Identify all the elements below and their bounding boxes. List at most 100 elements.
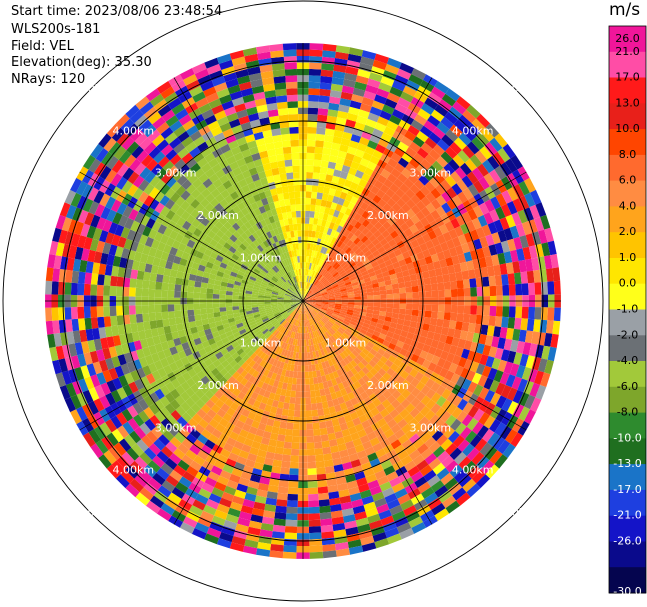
velocity-gate: [134, 114, 148, 128]
velocity-gate: [175, 385, 186, 396]
velocity-gate: [322, 247, 328, 255]
velocity-gate: [324, 413, 332, 422]
velocity-gate: [251, 152, 261, 162]
velocity-gate: [77, 235, 87, 249]
velocity-gate: [187, 309, 195, 317]
velocity-gate: [248, 375, 256, 384]
velocity-gate: [127, 171, 140, 185]
velocity-gate: [341, 302, 349, 305]
velocity-gate: [501, 274, 509, 286]
velocity-gate: [208, 433, 219, 444]
velocity-gate: [250, 202, 259, 211]
velocity-gate: [456, 96, 471, 110]
velocity-gate: [422, 170, 434, 182]
velocity-gate: [310, 285, 316, 292]
velocity-gate: [373, 363, 382, 372]
velocity-gate: [235, 523, 249, 534]
velocity-gate: [295, 326, 299, 333]
velocity-gate: [239, 328, 247, 335]
velocity-gate: [324, 128, 335, 137]
velocity-gate: [352, 417, 362, 427]
velocity-gate: [121, 451, 135, 466]
velocity-gate: [419, 350, 429, 360]
velocity-gate: [138, 119, 153, 133]
velocity-gate: [275, 407, 283, 416]
velocity-gate: [268, 155, 278, 163]
velocity-gate: [257, 422, 267, 431]
velocity-gate: [311, 364, 316, 372]
velocity-gate: [354, 293, 361, 297]
velocity-gate: [466, 260, 475, 271]
velocity-gate: [141, 288, 149, 297]
velocity-gate: [240, 224, 248, 233]
velocity-gate: [386, 394, 397, 404]
velocity-gate: [64, 397, 76, 413]
velocity-gate: [361, 246, 370, 254]
velocity-gate: [320, 341, 326, 349]
velocity-gate: [360, 302, 368, 307]
velocity-gate: [530, 397, 542, 413]
velocity-gate: [332, 195, 340, 204]
velocity-gate: [398, 313, 406, 320]
velocity-gate: [207, 278, 216, 285]
velocity-gate: [96, 349, 106, 362]
velocity-gate: [94, 203, 106, 218]
velocity-gate: [77, 353, 87, 367]
velocity-gate: [295, 243, 299, 250]
velocity-gate: [312, 224, 318, 232]
velocity-gate: [145, 217, 156, 229]
velocity-gate: [345, 283, 353, 289]
velocity-gate: [325, 241, 331, 249]
velocity-gate: [443, 163, 455, 176]
velocity-gate: [247, 411, 257, 421]
velocity-gate: [215, 399, 225, 409]
velocity-gate: [260, 326, 268, 333]
velocity-gate: [245, 290, 253, 295]
colorbar-tick-label: -13.0: [613, 457, 641, 470]
velocity-gate: [428, 149, 441, 161]
velocity-gate: [66, 331, 75, 345]
velocity-gate: [409, 273, 418, 281]
velocity-gate: [428, 457, 442, 470]
velocity-gate: [338, 489, 350, 498]
velocity-gate: [261, 281, 269, 287]
velocity-gate: [287, 316, 292, 323]
velocity-gate: [204, 168, 216, 179]
velocity-gate: [127, 405, 139, 418]
velocity-gate: [367, 328, 375, 335]
velocity-gate: [266, 384, 273, 393]
velocity-gate: [283, 301, 291, 303]
velocity-gate: [263, 369, 270, 377]
velocity-gate: [216, 475, 229, 486]
velocity-gate: [209, 216, 219, 226]
velocity-gate: [337, 211, 345, 220]
velocity-gate: [226, 112, 239, 123]
velocity-gate: [282, 320, 288, 327]
velocity-gate: [168, 311, 176, 319]
velocity-gate: [329, 96, 341, 105]
velocity-gate: [337, 267, 344, 274]
velocity-gate: [218, 216, 228, 226]
velocity-gate: [195, 389, 205, 399]
velocity-gate: [365, 331, 373, 338]
velocity-gate: [213, 311, 221, 318]
velocity-gate: [324, 331, 331, 339]
velocity-gate: [326, 330, 333, 337]
velocity-gate: [403, 275, 411, 283]
velocity-gate: [313, 383, 320, 391]
velocity-gate: [281, 460, 291, 469]
velocity-gate: [489, 419, 501, 433]
velocity-gate: [253, 400, 261, 409]
velocity-gate: [292, 338, 296, 346]
velocity-gate: [142, 280, 150, 289]
velocity-gate: [237, 75, 251, 85]
velocity-gate: [123, 434, 137, 448]
velocity-gate: [357, 216, 366, 225]
velocity-gate: [528, 282, 536, 296]
velocity-gate: [378, 315, 386, 321]
velocity-gate: [267, 284, 274, 289]
velocity-gate: [512, 389, 524, 404]
velocity-gate: [200, 217, 210, 227]
velocity-gate: [151, 426, 163, 439]
velocity-gate: [316, 238, 322, 246]
